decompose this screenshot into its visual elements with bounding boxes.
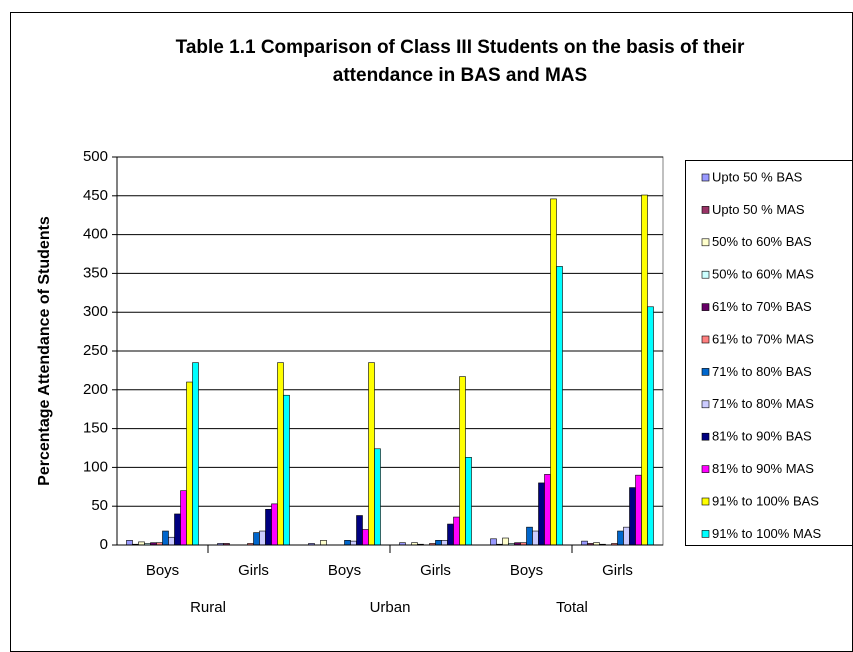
legend-label: Upto 50 % BAS (712, 169, 803, 184)
bar (532, 530, 539, 546)
chart-title: attendance in BAS and MAS (333, 65, 587, 86)
y-tick-label: 250 (83, 342, 108, 359)
bar (490, 538, 497, 546)
bar (186, 381, 193, 546)
legend-swatch (701, 335, 710, 344)
bar (162, 530, 169, 546)
x-tick-label: Boys (146, 562, 179, 579)
bar (265, 509, 272, 546)
bar (556, 266, 563, 546)
legend-swatch (701, 497, 710, 506)
legend-swatch (701, 206, 710, 214)
bar (641, 194, 648, 546)
bar (544, 474, 551, 546)
bar (526, 526, 533, 546)
legend-box (685, 160, 853, 546)
legend-label: 61% to 70% MAS (712, 331, 814, 346)
bar (344, 540, 351, 546)
legend-label: 91% to 100% BAS (712, 493, 819, 508)
x-tick-label: Boys (510, 562, 543, 579)
bar (550, 198, 557, 546)
x-tick-label: Girls (420, 562, 451, 579)
y-tick-label: 400 (83, 226, 108, 243)
bar (126, 540, 133, 546)
y-tick-label: 300 (83, 303, 108, 320)
y-tick-label: 200 (83, 381, 108, 398)
group-label: Rural (190, 599, 226, 616)
group-label: Urban (370, 599, 411, 616)
y-tick-label: 100 (83, 458, 108, 475)
legend-label: 81% to 90% MAS (712, 461, 814, 476)
legend-label: Upto 50 % MAS (712, 202, 805, 217)
legend-swatch (701, 303, 710, 311)
bar (320, 540, 327, 546)
x-tick-label: Boys (328, 562, 361, 579)
bar (435, 540, 442, 546)
bar (253, 532, 260, 546)
legend-label: 61% to 70% BAS (712, 299, 812, 314)
bar (617, 530, 624, 546)
legend-label: 50% to 60% MAS (712, 267, 814, 282)
bar (459, 376, 466, 546)
bar (502, 537, 509, 546)
bar (362, 529, 369, 546)
legend-swatch (701, 238, 710, 247)
bar (447, 523, 454, 546)
y-tick-label: 450 (83, 187, 108, 204)
y-tick-label: 350 (83, 264, 108, 281)
bar (271, 503, 278, 546)
bar (647, 306, 654, 546)
bar (635, 474, 642, 546)
bar (538, 482, 545, 546)
y-axis-label: Percentage Attendance of Students (36, 216, 53, 486)
legend-swatch (701, 465, 710, 473)
group-label: Total (556, 599, 588, 616)
legend-swatch (701, 368, 710, 376)
legend-swatch (701, 270, 710, 279)
legend-label: 81% to 90% BAS (712, 429, 812, 444)
bar (368, 362, 375, 546)
bar (374, 448, 381, 546)
bar (174, 513, 181, 546)
y-tick-label: 500 (83, 148, 108, 165)
y-tick-label: 50 (91, 497, 108, 514)
bar (623, 526, 630, 546)
bar (283, 394, 290, 546)
legend-swatch (701, 432, 710, 441)
bar (465, 457, 472, 546)
legend-swatch (701, 530, 710, 538)
bar (453, 516, 460, 546)
chart-title: Table 1.1 Comparison of Class III Studen… (176, 37, 745, 58)
bar (441, 540, 448, 546)
legend-swatch (701, 400, 710, 409)
legend-label: 50% to 60% BAS (712, 234, 812, 249)
legend-label: 71% to 80% BAS (712, 364, 812, 379)
bar (168, 536, 175, 546)
legend-label: 71% to 80% MAS (712, 396, 814, 411)
bar (192, 362, 199, 546)
bar (259, 530, 266, 546)
y-tick-label: 150 (83, 420, 108, 437)
bar (581, 540, 588, 546)
bar (350, 540, 357, 546)
bar (629, 487, 636, 546)
bar (356, 515, 363, 546)
legend-swatch (701, 173, 710, 182)
x-tick-label: Girls (238, 562, 269, 579)
bar (180, 490, 187, 546)
legend-label: 91% to 100% MAS (712, 526, 821, 541)
y-tick-label: 0 (100, 536, 108, 553)
bar (277, 362, 284, 546)
x-tick-label: Girls (602, 562, 633, 579)
